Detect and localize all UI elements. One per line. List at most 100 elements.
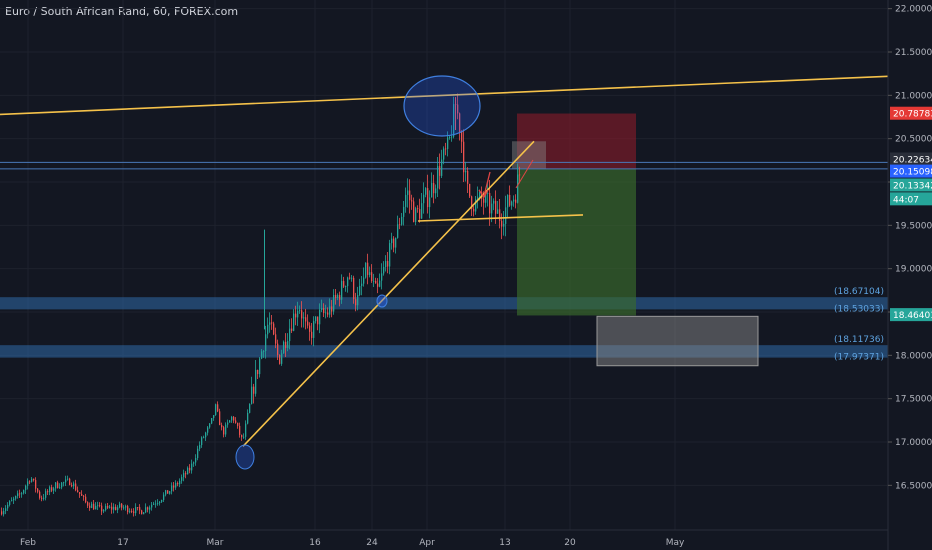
candle-body <box>257 369 259 375</box>
candle-body <box>231 416 233 421</box>
candle-body <box>475 199 477 212</box>
candle-body <box>293 313 295 331</box>
candle-body <box>47 491 49 493</box>
candle-body <box>163 494 165 500</box>
candle-body <box>221 425 223 428</box>
candle-body <box>421 203 423 219</box>
candle-body <box>435 188 437 194</box>
candle-body <box>143 512 145 515</box>
candle-body <box>227 422 229 425</box>
candle-body <box>287 341 289 348</box>
candle-body <box>127 506 129 513</box>
candle-body <box>375 280 377 284</box>
candle-body <box>87 502 89 506</box>
candle-body <box>215 404 217 416</box>
bottom-highlight-ellipse <box>235 444 255 470</box>
candle-body <box>51 487 53 491</box>
candle-body <box>233 416 235 421</box>
candle-body <box>145 507 147 513</box>
candle-body <box>269 322 271 325</box>
candle-body <box>27 481 29 486</box>
candle-body <box>305 317 307 322</box>
candle-body <box>219 411 221 426</box>
candle-body <box>211 417 213 424</box>
candle-body <box>89 505 91 508</box>
y-tick-label: 21.00000 <box>895 91 932 101</box>
candle-body <box>55 482 57 489</box>
candle-body <box>59 487 61 489</box>
candle-body <box>57 482 59 488</box>
candle-body <box>389 243 391 267</box>
candle-body <box>453 104 455 137</box>
upper-resistance-line <box>0 75 889 116</box>
x-tick-label: Mar <box>207 538 224 548</box>
candle-body <box>505 207 507 224</box>
candle-body <box>299 310 301 312</box>
candle-body <box>129 511 131 513</box>
candle-body <box>519 174 521 176</box>
candle-body <box>209 423 211 428</box>
candle-body <box>353 277 355 300</box>
candle-body <box>403 206 405 217</box>
candle-body <box>29 481 31 483</box>
candle-body <box>253 386 255 394</box>
candle-body <box>283 341 285 354</box>
candle-body <box>365 262 367 278</box>
candle-body <box>159 501 161 503</box>
candle-body <box>291 328 293 331</box>
candle-body <box>487 193 489 194</box>
candle-body <box>79 492 81 495</box>
countdown-badge-bg <box>890 192 932 206</box>
candle-body <box>249 403 251 413</box>
y-tick-label: 16.50000 <box>895 481 932 491</box>
candle-body <box>39 491 41 498</box>
candle-body <box>309 325 311 332</box>
y-tick-label: 19.00000 <box>895 265 932 275</box>
candle-body <box>373 280 375 282</box>
zone-top-label: (18.11736) <box>834 335 884 345</box>
candle-body <box>467 170 469 184</box>
candle-body <box>49 487 51 493</box>
stop-loss-area <box>517 113 636 169</box>
candle-body <box>471 196 473 209</box>
candle-body <box>367 262 369 275</box>
candle-body <box>171 485 173 492</box>
candle-body <box>133 511 135 514</box>
candle-body <box>463 141 465 173</box>
candle-body <box>405 194 407 207</box>
candle-body <box>37 488 39 492</box>
candle-body <box>3 510 5 515</box>
candle-body <box>131 511 133 513</box>
candle-body <box>311 331 313 338</box>
candle-body <box>205 432 207 438</box>
time-axis: Feb 17 Mar 16 24 Apr 13 20 May <box>0 529 888 548</box>
price-axis-bg <box>888 0 932 550</box>
zone-top-label: (18.67104) <box>834 287 884 297</box>
candle-body <box>181 477 183 481</box>
candle-body <box>43 497 45 499</box>
candle-body <box>323 308 325 313</box>
candle-body <box>91 503 93 508</box>
candle-body <box>65 479 67 483</box>
candle-body <box>491 203 493 214</box>
candle-body <box>17 493 19 496</box>
x-tick-label: 13 <box>499 538 510 548</box>
candle-body <box>135 507 137 514</box>
candle-body <box>347 277 349 287</box>
pointer-line <box>515 159 534 189</box>
candle-body <box>439 166 441 176</box>
top-highlight-ellipse <box>403 75 481 137</box>
candle-body <box>73 483 75 487</box>
candle-body <box>217 404 219 412</box>
candle-body <box>101 505 103 512</box>
candle-body <box>63 482 65 484</box>
candle-body <box>419 209 421 219</box>
candle-body <box>485 193 487 203</box>
candle-body <box>263 351 265 352</box>
candle-body <box>109 506 111 508</box>
candle-body <box>45 491 47 498</box>
candle-body <box>275 334 277 344</box>
take-profit-area <box>517 169 636 316</box>
arrow-head <box>478 189 489 199</box>
